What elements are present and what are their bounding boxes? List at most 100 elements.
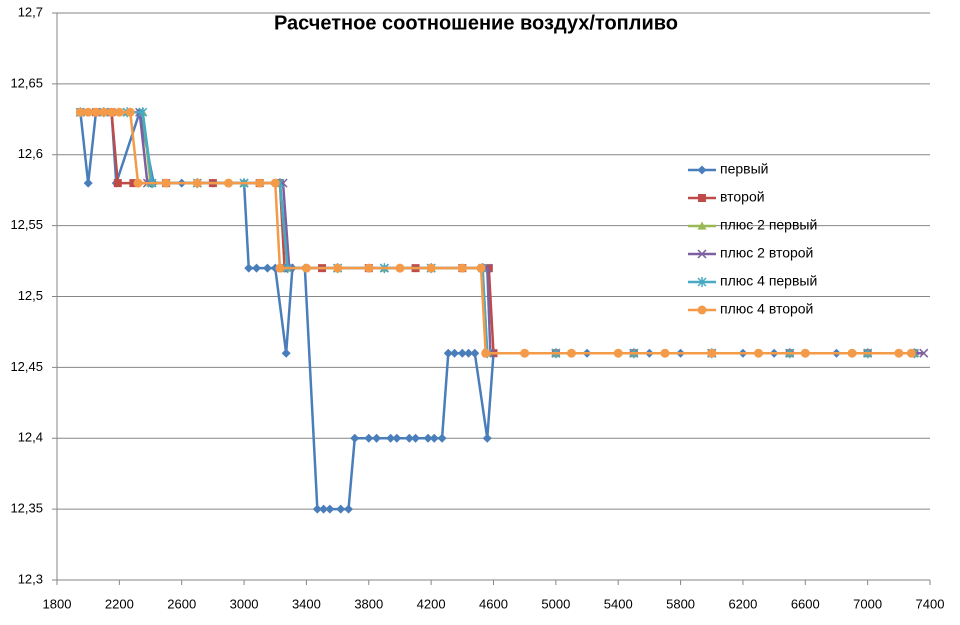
data-point [470, 348, 480, 358]
legend-text: плюс 4 первый [720, 273, 817, 289]
data-point [350, 433, 360, 443]
data-point [161, 178, 171, 188]
x-tick-label: 4600 [479, 596, 508, 611]
data-point [319, 504, 329, 514]
x-tick-label: 7000 [853, 596, 882, 611]
data-point [660, 348, 670, 358]
legend-marker [698, 194, 706, 202]
data-point [325, 504, 335, 514]
data-point [476, 263, 486, 273]
y-tick-label: 12,4 [18, 430, 43, 445]
legend-text: плюс 2 второй [720, 245, 813, 261]
data-point [919, 348, 929, 358]
data-point [252, 263, 262, 273]
data-point [457, 263, 467, 273]
data-point [906, 348, 916, 358]
data-point [255, 178, 265, 188]
x-tick-label: 1800 [43, 596, 72, 611]
data-point [423, 433, 433, 443]
x-tick-label: 5400 [604, 596, 633, 611]
data-point [364, 433, 374, 443]
data-point [429, 433, 439, 443]
data-point [344, 504, 354, 514]
data-point [443, 348, 453, 358]
data-point [336, 504, 346, 514]
data-point [75, 107, 85, 117]
data-point [113, 179, 122, 188]
x-tick-label: 6200 [728, 596, 757, 611]
legend-text: плюс 2 первый [720, 217, 817, 233]
data-point [223, 178, 233, 188]
data-point [481, 348, 491, 358]
data-point [192, 178, 202, 188]
chart-title: Расчетное соотношение воздух/топливо [274, 12, 678, 34]
data-point [333, 263, 343, 273]
y-tick-label: 12,5 [18, 288, 43, 303]
legend-marker [697, 221, 707, 230]
y-tick-label: 12,35 [10, 501, 43, 516]
data-point [133, 178, 143, 188]
data-point [270, 178, 280, 188]
y-tick-label: 12,7 [18, 4, 43, 19]
data-point [83, 178, 93, 188]
data-point [275, 263, 285, 273]
data-point [520, 348, 530, 358]
data-point [613, 348, 623, 358]
data-point [312, 504, 322, 514]
legend-text: плюс 4 второй [720, 301, 813, 317]
data-point [437, 433, 447, 443]
y-tick-label: 12,55 [10, 217, 43, 232]
y-tick-label: 12,65 [10, 75, 43, 90]
y-tick-label: 12,6 [18, 146, 43, 161]
data-point [484, 264, 493, 273]
data-point [107, 107, 117, 117]
data-point [262, 263, 272, 273]
data-point [411, 433, 421, 443]
legend-marker [697, 165, 707, 175]
legend-text: первый [720, 161, 768, 177]
data-point [395, 263, 405, 273]
x-tick-label: 5800 [666, 596, 695, 611]
data-point [301, 263, 311, 273]
data-point [800, 348, 810, 358]
data-point [364, 263, 374, 273]
x-tick-label: 3000 [230, 596, 259, 611]
x-tick-label: 3400 [292, 596, 321, 611]
legend-marker [697, 305, 707, 315]
data-point [386, 433, 396, 443]
data-point [138, 107, 148, 118]
data-point [450, 348, 460, 358]
data-point [847, 348, 857, 358]
data-point [114, 107, 124, 117]
data-point [404, 433, 414, 443]
y-tick-label: 12,45 [10, 359, 43, 374]
data-point [244, 263, 254, 273]
legend: первый второй плюс 2 первый плюс 2 второй пл… [688, 161, 817, 317]
data-point [754, 348, 764, 358]
data-point [392, 433, 402, 443]
legend-marker [697, 277, 707, 287]
data-point [426, 263, 436, 273]
x-tick-label: 2200 [105, 596, 134, 611]
data-point [372, 433, 382, 443]
data-point [125, 107, 135, 117]
x-tick-label: 2600 [167, 596, 196, 611]
data-point [129, 179, 138, 188]
legend-marker [697, 249, 707, 259]
data-point [482, 433, 492, 443]
x-tick-label: 7400 [916, 596, 945, 611]
x-tick-label: 5000 [541, 596, 570, 611]
data-point [464, 348, 474, 358]
data-point [83, 107, 93, 117]
x-tick-label: 6600 [791, 596, 820, 611]
data-point [99, 107, 109, 117]
data-point [457, 348, 467, 358]
data-point [566, 348, 576, 358]
legend-text: второй [720, 189, 765, 205]
y-tick-label: 12,3 [18, 571, 43, 586]
data-point [894, 348, 904, 358]
data-point [91, 107, 101, 117]
